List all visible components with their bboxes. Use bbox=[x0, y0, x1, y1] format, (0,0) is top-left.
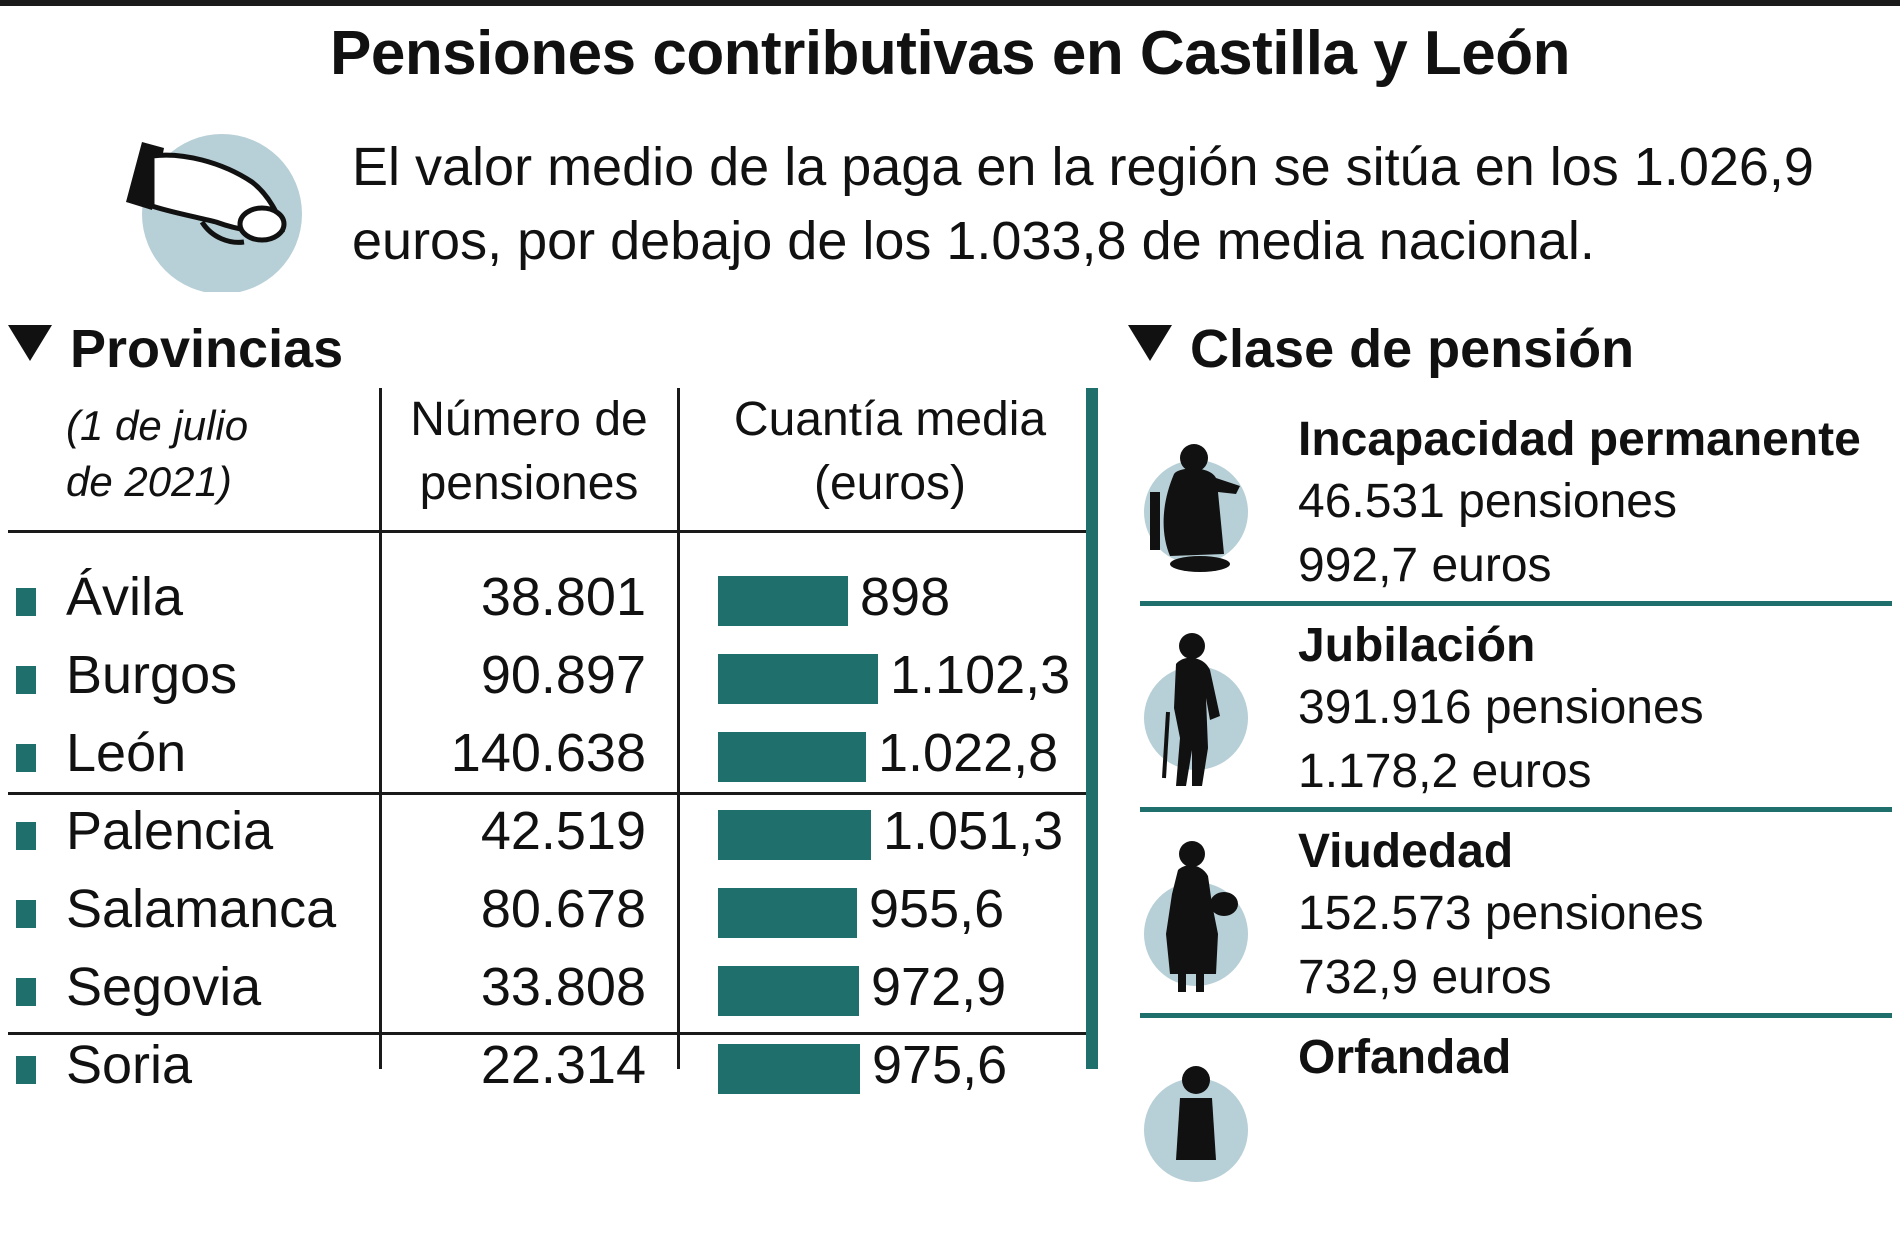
table-row: Burgos 90.897 1.102,3 bbox=[0, 638, 1090, 716]
pension-class-count: 46.531 pensiones bbox=[1298, 475, 1677, 528]
group-rule bbox=[8, 792, 1088, 795]
section-divider bbox=[1086, 388, 1098, 1069]
table-row: Soria 22.314 975,6 bbox=[0, 1028, 1090, 1106]
pension-class-amount: 992,7 euros bbox=[1298, 539, 1552, 592]
pension-class-divider bbox=[1140, 601, 1892, 606]
pension-class-amount: 1.178,2 euros bbox=[1298, 745, 1592, 798]
amount-label: 972,9 bbox=[871, 957, 1007, 1017]
pension-count: 42.519 bbox=[480, 801, 646, 861]
pension-class-name: Viudedad bbox=[1298, 825, 1514, 878]
col-header-count: Número de pensiones bbox=[410, 393, 648, 510]
pension-class-item: Incapacidad permanente 46.531 pensiones 99… bbox=[1140, 412, 1890, 618]
row-marker bbox=[16, 588, 36, 616]
pension-class-divider bbox=[1140, 1013, 1892, 1018]
amount-bar bbox=[718, 576, 848, 626]
table-row: Palencia 42.519 1.051,3 bbox=[0, 794, 1090, 872]
chart-title: Pensiones contributivas en Castilla y Le… bbox=[329, 19, 1571, 88]
orphan-icon bbox=[1144, 1066, 1248, 1182]
amount-bar bbox=[718, 1044, 860, 1094]
pension-class-item: Jubilación 391.916 pensiones 1.178,2 euros bbox=[1140, 618, 1890, 824]
elderly-person-icon bbox=[1144, 633, 1248, 786]
widow-icon bbox=[1144, 841, 1248, 992]
col-header-amount: Cuantía media (euros) bbox=[733, 393, 1047, 510]
amount-label: 1.051,3 bbox=[883, 801, 1064, 861]
row-marker bbox=[16, 666, 36, 694]
top-rule bbox=[0, 0, 1900, 6]
pension-class-name: Jubilación bbox=[1298, 619, 1536, 672]
summary-text: El valor medio de la paga en la región s… bbox=[352, 137, 1814, 271]
province-name: Ávila bbox=[66, 567, 184, 627]
province-name: Segovia bbox=[66, 957, 262, 1017]
table-row: León 140.638 1.022,8 bbox=[0, 716, 1090, 794]
disabled-person-icon bbox=[1144, 444, 1248, 572]
province-name: León bbox=[66, 723, 187, 783]
row-marker bbox=[16, 1056, 36, 1084]
header-rule bbox=[8, 530, 1088, 533]
pension-count: 38.801 bbox=[480, 567, 646, 627]
amount-bar bbox=[718, 966, 859, 1016]
amount-bar bbox=[718, 732, 866, 782]
pension-class-name: Incapacidad permanente bbox=[1298, 413, 1861, 466]
amount-label: 898 bbox=[860, 567, 951, 627]
province-name: Burgos bbox=[66, 645, 238, 705]
amount-label: 1.022,8 bbox=[878, 723, 1059, 783]
pension-class-heading: Clase de pensión bbox=[1128, 318, 1634, 380]
table-row: Salamanca 80.678 955,6 bbox=[0, 872, 1090, 950]
group-rule bbox=[8, 1032, 1088, 1035]
row-marker bbox=[16, 978, 36, 1006]
date-note: (1 de julio de 2021) bbox=[66, 402, 249, 505]
provinces-heading: Provincias bbox=[8, 318, 343, 380]
pension-class-count: 391.916 pensiones bbox=[1298, 681, 1704, 734]
column-divider bbox=[677, 388, 680, 1069]
pension-count: 22.314 bbox=[480, 1035, 646, 1095]
pension-count: 90.897 bbox=[480, 645, 646, 705]
pension-class-amount: 732,9 euros bbox=[1298, 951, 1552, 1004]
table-row: Ávila 38.801 898 bbox=[0, 560, 1090, 638]
pension-class-item: Viudedad 152.573 pensiones 732,9 euros bbox=[1140, 824, 1890, 1030]
pension-count: 80.678 bbox=[480, 879, 646, 939]
row-marker bbox=[16, 900, 36, 928]
amount-bar bbox=[718, 888, 857, 938]
pension-count: 33.808 bbox=[480, 957, 646, 1017]
pension-class-name: Orfandad bbox=[1298, 1031, 1512, 1084]
triangle-down-icon bbox=[8, 325, 52, 361]
pension-count: 140.638 bbox=[450, 723, 646, 783]
pension-class-item: Orfandad bbox=[1140, 1030, 1890, 1236]
row-marker bbox=[16, 744, 36, 772]
amount-label: 1.102,3 bbox=[890, 645, 1071, 705]
table-row: Segovia 33.808 972,9 bbox=[0, 950, 1090, 1028]
row-marker bbox=[16, 822, 36, 850]
province-name: Soria bbox=[66, 1035, 193, 1095]
pension-class-count: 152.573 pensiones bbox=[1298, 887, 1704, 940]
column-divider bbox=[379, 388, 382, 1069]
amount-bar bbox=[718, 810, 871, 860]
hand-coin-icon bbox=[126, 134, 302, 292]
amount-label: 955,6 bbox=[869, 879, 1005, 939]
province-name: Salamanca bbox=[66, 879, 337, 939]
amount-bar bbox=[718, 654, 878, 704]
pension-class-divider bbox=[1140, 807, 1892, 812]
province-name: Palencia bbox=[66, 801, 274, 861]
amount-label: 975,6 bbox=[872, 1035, 1008, 1095]
triangle-down-icon bbox=[1128, 325, 1172, 361]
